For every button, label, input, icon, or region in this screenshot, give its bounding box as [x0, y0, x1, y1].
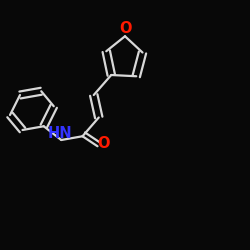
Text: O: O [98, 136, 110, 151]
Text: O: O [119, 21, 131, 36]
Text: HN: HN [48, 126, 72, 141]
